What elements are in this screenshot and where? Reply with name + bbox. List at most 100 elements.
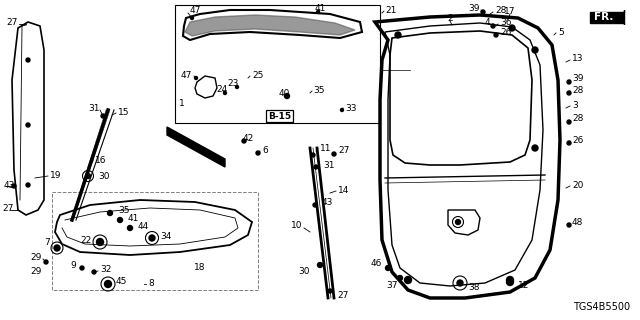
Text: 5: 5 xyxy=(558,28,564,36)
Text: 18: 18 xyxy=(195,262,205,271)
Text: 26: 26 xyxy=(572,135,584,145)
Circle shape xyxy=(567,91,571,95)
Circle shape xyxy=(26,123,30,127)
Text: 27: 27 xyxy=(6,18,18,27)
Circle shape xyxy=(44,260,48,264)
Circle shape xyxy=(108,211,113,215)
Circle shape xyxy=(149,235,155,241)
Text: 45: 45 xyxy=(116,276,127,285)
Text: 2: 2 xyxy=(447,13,453,22)
Text: 19: 19 xyxy=(50,171,61,180)
Text: 21: 21 xyxy=(385,5,396,14)
Circle shape xyxy=(317,262,323,268)
Text: 28: 28 xyxy=(495,5,506,14)
Text: 11: 11 xyxy=(320,143,332,153)
Circle shape xyxy=(332,152,336,156)
Text: 4: 4 xyxy=(484,18,490,27)
Circle shape xyxy=(104,281,111,287)
Text: 33: 33 xyxy=(345,103,356,113)
Text: 6: 6 xyxy=(262,146,268,155)
Text: 29: 29 xyxy=(31,253,42,262)
Text: 16: 16 xyxy=(95,156,106,164)
Circle shape xyxy=(311,153,315,157)
Circle shape xyxy=(457,280,463,286)
Text: FR.: FR. xyxy=(594,12,613,22)
Text: 14: 14 xyxy=(338,186,349,195)
Circle shape xyxy=(506,276,513,284)
Text: 48: 48 xyxy=(572,218,584,227)
Circle shape xyxy=(12,184,16,188)
Circle shape xyxy=(54,245,60,251)
Text: 40: 40 xyxy=(278,89,290,98)
Text: 41: 41 xyxy=(128,213,140,222)
Text: 12: 12 xyxy=(518,281,529,290)
Text: 31: 31 xyxy=(323,161,335,170)
Text: 28: 28 xyxy=(572,85,584,94)
Text: 24: 24 xyxy=(216,84,228,93)
Circle shape xyxy=(26,183,30,187)
Text: 32: 32 xyxy=(100,266,111,275)
Text: TGS4B5500: TGS4B5500 xyxy=(573,302,630,312)
Circle shape xyxy=(223,92,227,94)
Text: 43: 43 xyxy=(322,197,333,206)
Text: 23: 23 xyxy=(227,78,239,87)
Circle shape xyxy=(397,276,403,281)
Circle shape xyxy=(491,24,495,28)
Text: 27: 27 xyxy=(338,146,349,155)
Circle shape xyxy=(80,266,84,270)
Text: 47: 47 xyxy=(180,70,192,79)
Circle shape xyxy=(101,114,105,118)
Text: 39: 39 xyxy=(572,74,584,83)
Text: 1: 1 xyxy=(179,99,185,108)
Circle shape xyxy=(26,58,30,62)
Circle shape xyxy=(191,17,193,20)
Text: 26: 26 xyxy=(500,28,511,36)
Text: 36: 36 xyxy=(500,18,511,27)
Circle shape xyxy=(340,108,344,111)
Circle shape xyxy=(313,203,317,207)
Circle shape xyxy=(118,218,122,222)
Text: 20: 20 xyxy=(572,180,584,189)
Text: 10: 10 xyxy=(291,220,302,229)
Text: 42: 42 xyxy=(243,133,253,142)
Circle shape xyxy=(567,80,571,84)
Circle shape xyxy=(86,173,90,179)
Text: 35: 35 xyxy=(313,85,324,94)
Text: 43: 43 xyxy=(4,180,15,189)
Text: 13: 13 xyxy=(572,53,584,62)
Circle shape xyxy=(314,165,318,169)
Text: 35: 35 xyxy=(118,205,129,214)
Circle shape xyxy=(494,33,498,37)
Text: 7: 7 xyxy=(44,237,50,246)
Circle shape xyxy=(506,278,513,285)
Circle shape xyxy=(256,151,260,155)
Text: 3: 3 xyxy=(572,100,578,109)
Circle shape xyxy=(567,223,571,227)
Circle shape xyxy=(404,276,412,284)
Circle shape xyxy=(567,141,571,145)
Text: 44: 44 xyxy=(138,221,149,230)
Circle shape xyxy=(567,120,571,124)
Text: 27: 27 xyxy=(2,204,13,212)
Circle shape xyxy=(532,47,538,53)
Polygon shape xyxy=(185,15,355,36)
Circle shape xyxy=(532,145,538,151)
Circle shape xyxy=(97,238,104,245)
Text: B-15: B-15 xyxy=(268,111,291,121)
Text: 34: 34 xyxy=(160,231,172,241)
Circle shape xyxy=(127,226,132,230)
Text: 30: 30 xyxy=(298,268,310,276)
Text: 25: 25 xyxy=(252,70,264,79)
Circle shape xyxy=(456,220,461,225)
Text: 9: 9 xyxy=(70,260,76,269)
Circle shape xyxy=(385,266,390,270)
Text: 41: 41 xyxy=(314,4,326,12)
Circle shape xyxy=(92,270,96,274)
Text: 17: 17 xyxy=(504,6,516,15)
Text: 22: 22 xyxy=(81,236,92,244)
Text: 39: 39 xyxy=(468,4,480,12)
Text: 28: 28 xyxy=(572,114,584,123)
Text: 38: 38 xyxy=(468,283,479,292)
Circle shape xyxy=(317,11,319,13)
Text: 8: 8 xyxy=(148,279,154,289)
